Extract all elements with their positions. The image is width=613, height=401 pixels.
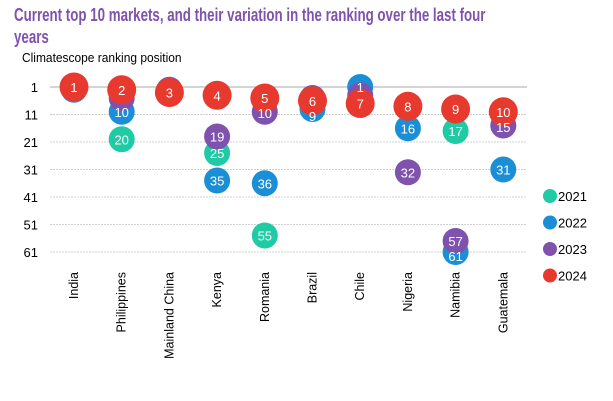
y-tick-label: 1 bbox=[31, 80, 38, 95]
legend-marker-2021 bbox=[543, 189, 557, 203]
bubble-2024 bbox=[298, 86, 327, 116]
bubble-2023 bbox=[442, 228, 469, 254]
bubble-label: 4 bbox=[213, 88, 220, 103]
bubble-label: 9 bbox=[309, 109, 316, 124]
y-tick-label: 51 bbox=[24, 218, 38, 233]
bubble-2021 bbox=[442, 118, 469, 144]
bubble-2024 bbox=[441, 94, 471, 124]
x-tick-label: India bbox=[67, 272, 81, 299]
bubble-2022 bbox=[394, 115, 421, 142]
chart-title: Current top 10 markets, and their variat… bbox=[14, 5, 486, 47]
bubble-label: 10 bbox=[258, 106, 272, 121]
legend-label: 2022 bbox=[558, 216, 587, 231]
bubble-2022 bbox=[490, 156, 517, 183]
x-tick-label: Nigeria bbox=[401, 272, 415, 312]
bubble-label: 9 bbox=[452, 102, 459, 117]
x-tick-label: Mainland China bbox=[162, 272, 176, 359]
legend-label: 2023 bbox=[558, 242, 587, 257]
bubble-label: 15 bbox=[496, 120, 510, 135]
bubble-label: 16 bbox=[401, 121, 415, 136]
bubble-label: 7 bbox=[357, 97, 364, 112]
bubble-label: 61 bbox=[448, 249, 462, 264]
bubble-2024 bbox=[107, 75, 137, 105]
bubble-label: 32 bbox=[401, 165, 415, 180]
bubble-label: 36 bbox=[258, 176, 272, 191]
bubble-2021 bbox=[251, 222, 278, 249]
legend-marker-2024 bbox=[543, 268, 557, 283]
bubble-label: 1 bbox=[70, 80, 77, 95]
bubble-label: 25 bbox=[210, 146, 224, 161]
y-tick-label: 11 bbox=[25, 108, 39, 123]
x-tick-label: Brazil bbox=[306, 272, 320, 303]
x-tick-label: Philippines bbox=[115, 272, 129, 332]
legend-marker-2023 bbox=[543, 242, 557, 256]
y-tick-label: 61 bbox=[24, 245, 38, 260]
bubble-label: 20 bbox=[114, 132, 128, 147]
bubble-label: 57 bbox=[448, 234, 462, 249]
x-tick-label: Chile bbox=[353, 272, 367, 301]
legend-marker-2022 bbox=[543, 215, 557, 230]
legend-label: 2024 bbox=[558, 269, 587, 284]
legend-label: 2021 bbox=[558, 189, 587, 204]
bubble-2024 bbox=[250, 83, 280, 113]
bubble-label: 6 bbox=[309, 94, 316, 109]
bubble-2023 bbox=[394, 159, 421, 186]
bubble-label: 31 bbox=[496, 163, 510, 178]
bubble-2024 bbox=[488, 97, 518, 127]
bubble-2023 bbox=[204, 123, 231, 150]
bubble-2024 bbox=[393, 91, 423, 121]
x-tick-label: Kenya bbox=[210, 272, 224, 307]
bubble-label: 8 bbox=[404, 99, 411, 114]
x-tick-label: Namibia bbox=[449, 272, 463, 318]
bubble-label: 55 bbox=[258, 229, 272, 244]
bubble-label: 5 bbox=[261, 91, 268, 106]
bubble-label: 19 bbox=[210, 130, 224, 145]
bubble-2024 bbox=[154, 78, 184, 107]
bubble-2024 bbox=[202, 80, 232, 110]
bubble-2021 bbox=[108, 126, 135, 153]
bubble-label: 17 bbox=[448, 124, 462, 139]
bubble-label: 35 bbox=[210, 174, 224, 189]
x-tick-label: Guatemala bbox=[496, 272, 510, 333]
bubble-2024 bbox=[59, 72, 89, 102]
y-axis-label: Climatescope ranking position bbox=[22, 50, 182, 65]
y-tick-label: 41 bbox=[24, 190, 38, 205]
bubble-label: 1 bbox=[357, 80, 364, 95]
bubble-label: 2 bbox=[118, 83, 125, 98]
bubble-label: 3 bbox=[166, 86, 173, 101]
bubble-label: 10 bbox=[496, 105, 510, 120]
x-tick-label: Romania bbox=[258, 272, 272, 322]
bubble-2024 bbox=[345, 89, 375, 118]
y-tick-label: 21 bbox=[24, 135, 38, 150]
bubble-label: 10 bbox=[114, 105, 128, 120]
bubble-2022 bbox=[251, 170, 278, 197]
y-tick-label: 31 bbox=[24, 163, 38, 178]
bubble-2022 bbox=[204, 167, 231, 194]
